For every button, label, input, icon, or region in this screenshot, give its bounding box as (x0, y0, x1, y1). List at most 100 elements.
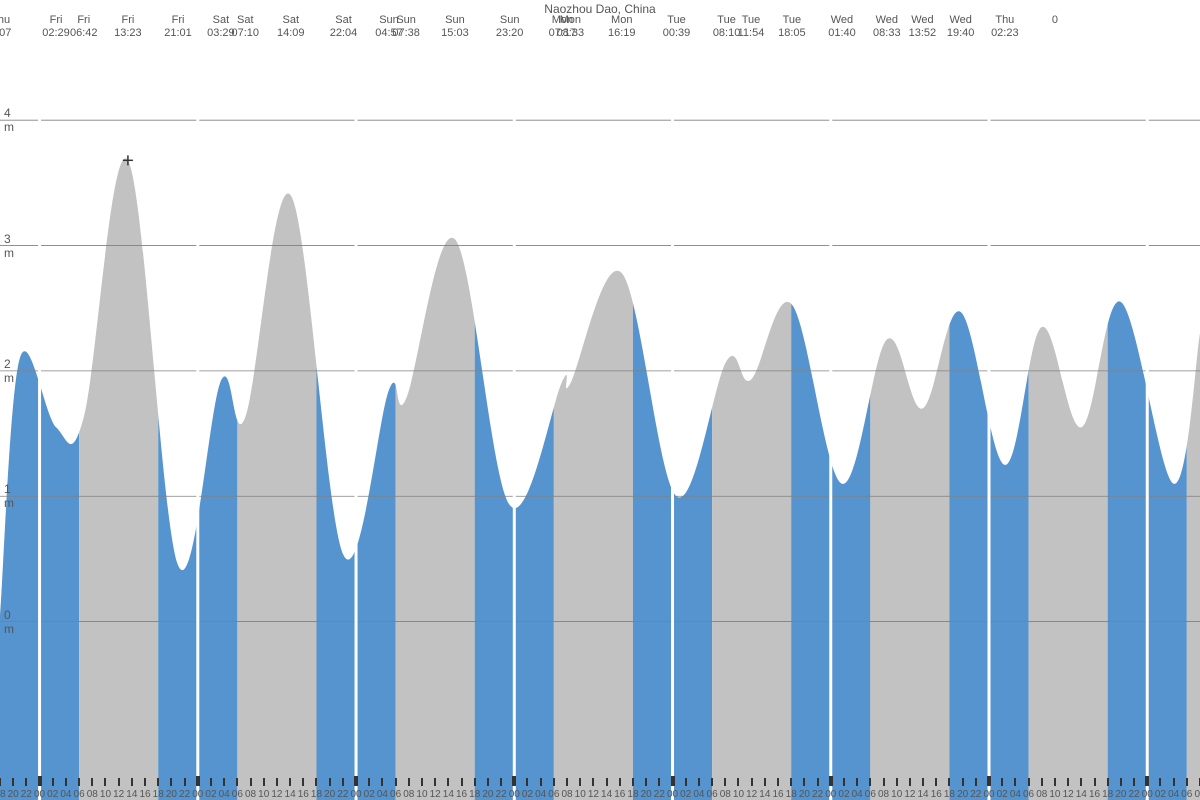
tick-minor (104, 778, 106, 786)
tick-minor (1120, 778, 1122, 786)
tick-minor (579, 778, 581, 786)
bottom-hour-label: 06 (548, 789, 559, 800)
bottom-hour-label: 06 (707, 789, 718, 800)
bottom-hour-label: 00 (509, 789, 520, 800)
bottom-hour-label: 02 (205, 789, 216, 800)
tick-minor (118, 778, 120, 786)
tick-minor (302, 778, 304, 786)
tick-minor (1080, 778, 1082, 786)
bottom-hour-label: 04 (60, 789, 71, 800)
tick-minor (645, 778, 647, 786)
bottom-hour-label: 18 (786, 789, 797, 800)
bottom-hour-label: 10 (100, 789, 111, 800)
bottom-hour-label: 04 (219, 789, 230, 800)
y-axis-label: 4 m (4, 106, 14, 134)
tick-major (829, 776, 833, 786)
bottom-hour-label: 14 (126, 789, 137, 800)
bottom-hour-label: 16 (456, 789, 467, 800)
tick-minor (91, 778, 93, 786)
tick-minor (698, 778, 700, 786)
tick-minor (395, 778, 397, 786)
bottom-hour-label: 22 (1129, 789, 1140, 800)
bottom-hour-label: 02 (364, 789, 375, 800)
bottom-hour-label: 00 (1142, 789, 1153, 800)
bottom-hour-label: 04 (1010, 789, 1021, 800)
bottom-hour-label: 20 (957, 789, 968, 800)
tick-minor (1186, 778, 1188, 786)
top-time-label: Fri06:42 (70, 14, 98, 40)
tick-minor (935, 778, 937, 786)
tick-minor (1041, 778, 1043, 786)
tick-major (987, 776, 991, 786)
bottom-hour-label: 20 (482, 789, 493, 800)
tick-minor (1014, 778, 1016, 786)
tick-minor (764, 778, 766, 786)
tick-minor (289, 778, 291, 786)
tick-minor (540, 778, 542, 786)
tick-minor (790, 778, 792, 786)
top-time-labels: Thu0:07Fri02:29Fri06:42Fri13:23Fri21:01S… (0, 14, 1200, 44)
tick-minor (975, 778, 977, 786)
bottom-hour-label: 08 (1194, 789, 1200, 800)
tick-major (512, 776, 516, 786)
top-time-label: Sat22:04 (330, 14, 358, 40)
bottom-hour-label: 18 (627, 789, 638, 800)
tick-minor (487, 778, 489, 786)
tick-minor (170, 778, 172, 786)
tick-minor (263, 778, 265, 786)
top-time-label: Sat14:09 (277, 14, 305, 40)
bottom-hour-label: 14 (918, 789, 929, 800)
tick-minor (52, 778, 54, 786)
tick-major (354, 776, 358, 786)
tick-major (1145, 776, 1149, 786)
top-time-label: Fri02:29 (42, 14, 70, 40)
bottom-hour-label: 10 (891, 789, 902, 800)
tick-minor (250, 778, 252, 786)
tick-minor (526, 778, 528, 786)
tick-minor (883, 778, 885, 786)
bottom-hour-label: 14 (759, 789, 770, 800)
bottom-hour-label: 00 (350, 789, 361, 800)
bottom-hour-label: 02 (47, 789, 58, 800)
bottom-hour-label: 00 (192, 789, 203, 800)
tick-minor (236, 778, 238, 786)
bottom-hour-label: 00 (983, 789, 994, 800)
tick-minor (447, 778, 449, 786)
tick-major (671, 776, 675, 786)
tick-minor (592, 778, 594, 786)
bottom-hour-label: 22 (654, 789, 665, 800)
bottom-hour-label: 22 (496, 789, 507, 800)
tick-minor (962, 778, 964, 786)
bottom-hour-label: 12 (271, 789, 282, 800)
bottom-hour-label: 04 (693, 789, 704, 800)
tick-minor (1173, 778, 1175, 786)
bottom-hour-label: 12 (1063, 789, 1074, 800)
tick-minor (0, 778, 1, 786)
bottom-hour-label: 20 (166, 789, 177, 800)
bottom-hour-label: 14 (601, 789, 612, 800)
bottom-hour-label: 12 (588, 789, 599, 800)
tick-minor (78, 778, 80, 786)
top-time-label: Sun07:38 (392, 14, 420, 40)
bottom-hour-label: 02 (1155, 789, 1166, 800)
bottom-hour-label: 06 (390, 789, 401, 800)
top-time-label: Thu02:23 (991, 14, 1019, 40)
bottom-hour-label: 20 (641, 789, 652, 800)
tick-minor (25, 778, 27, 786)
bottom-hour-label: 08 (87, 789, 98, 800)
tick-minor (1107, 778, 1109, 786)
bottom-hour-label: 12 (746, 789, 757, 800)
tick-minor (948, 778, 950, 786)
bottom-hour-label: 20 (799, 789, 810, 800)
bottom-hour-label: 18 (0, 789, 6, 800)
tide-chart: Naozhou Dao, China Thu0:07Fri02:29Fri06:… (0, 0, 1200, 800)
tick-minor (434, 778, 436, 786)
bottom-hour-label: 20 (1115, 789, 1126, 800)
tick-minor (632, 778, 634, 786)
tick-minor (184, 778, 186, 786)
top-time-label: Sun23:20 (496, 14, 524, 40)
bottom-hour-label: 04 (535, 789, 546, 800)
tick-minor (869, 778, 871, 786)
bottom-hour-label: 06 (865, 789, 876, 800)
bottom-hour-label: 10 (416, 789, 427, 800)
